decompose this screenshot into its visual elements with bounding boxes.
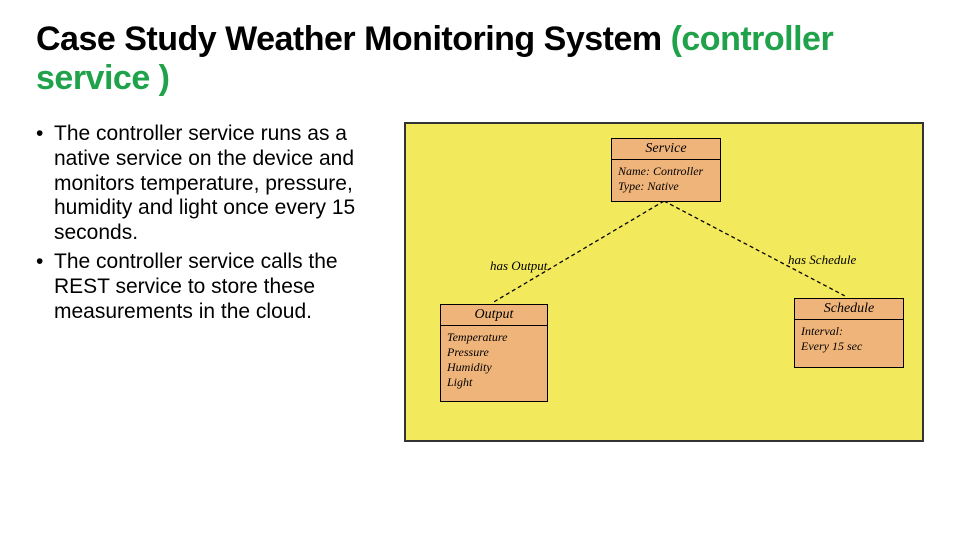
controller-service-diagram: ServiceName: ControllerType: Native Outpu… — [404, 122, 924, 442]
node-header: Service — [612, 139, 720, 160]
content-row: The controller service runs as a native … — [36, 122, 924, 442]
edge-label: has Schedule — [788, 252, 856, 268]
slide-title: Case Study Weather Monitoring System (co… — [36, 20, 924, 98]
edge-label: has Output — [490, 258, 547, 274]
diagram-container: ServiceName: ControllerType: Native Outpu… — [404, 122, 924, 442]
title-part-black: Case Study Weather Monitoring System — [36, 20, 662, 58]
bullet-list: The controller service runs as a native … — [36, 122, 396, 442]
node-body: TemperaturePressureHumidityLight — [441, 326, 547, 394]
node-body: Name: ControllerType: Native — [612, 160, 720, 198]
node-header: Output — [441, 305, 547, 326]
bullet-item: The controller service runs as a native … — [36, 122, 396, 246]
bullet-item: The controller service calls the REST se… — [36, 250, 396, 324]
diagram-node-schedule: ScheduleInterval:Every 15 sec — [794, 298, 904, 368]
node-body: Interval:Every 15 sec — [795, 320, 903, 358]
diagram-node-output: OutputTemperaturePressureHumidityLight — [440, 304, 548, 402]
diagram-node-service: ServiceName: ControllerType: Native — [611, 138, 721, 202]
node-header: Schedule — [795, 299, 903, 320]
